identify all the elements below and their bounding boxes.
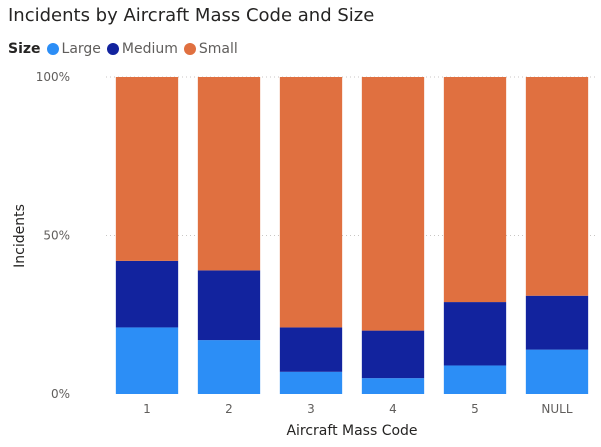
y-axis-ticks: 0% 50% 100% — [36, 70, 70, 401]
legend-title: Size — [8, 41, 41, 57]
x-axis-ticks: 1 2 3 4 5 NULL — [143, 402, 573, 416]
legend-dot-small — [183, 43, 196, 55]
bar-segment-medium-null[interactable] — [525, 295, 589, 350]
bar-segment-small-null[interactable] — [525, 77, 589, 296]
legend-label-medium: Medium — [121, 41, 178, 57]
y-axis-title: Incidents — [12, 204, 28, 268]
legend: Size Large Medium Small — [8, 41, 244, 57]
bar-segment-medium-2[interactable] — [197, 270, 261, 341]
bar-segment-small-3[interactable] — [279, 77, 343, 328]
x-tick-label: 2 — [225, 402, 233, 416]
legend-dot-large — [46, 43, 59, 55]
bar-segment-small-4[interactable] — [361, 77, 425, 331]
bar-segment-large-5[interactable] — [443, 365, 507, 394]
bar-segment-large-null[interactable] — [525, 349, 589, 394]
y-tick-label: 100% — [36, 70, 70, 84]
bar-segment-large-4[interactable] — [361, 378, 425, 394]
x-tick-label: 5 — [471, 402, 479, 416]
gridlines — [106, 76, 598, 236]
legend-item-medium[interactable]: Medium — [106, 41, 178, 57]
legend-dot-medium — [106, 43, 119, 55]
bar-segment-large-1[interactable] — [115, 327, 179, 394]
y-tick-label: 50% — [43, 229, 70, 243]
legend-item-small[interactable]: Small — [183, 41, 238, 57]
bar-segment-small-1[interactable] — [115, 77, 179, 261]
x-tick-label: 3 — [307, 402, 315, 416]
legend-label-large: Large — [61, 41, 101, 57]
x-axis-title: Aircraft Mass Code — [286, 423, 417, 439]
bar-segment-small-5[interactable] — [443, 77, 507, 303]
bar-segment-medium-1[interactable] — [115, 260, 179, 328]
bar-segment-large-2[interactable] — [197, 340, 261, 394]
bar-segment-medium-3[interactable] — [279, 327, 343, 372]
legend-label-small: Small — [198, 41, 238, 57]
legend-item-large[interactable]: Large — [46, 41, 101, 57]
bar-segment-large-3[interactable] — [279, 371, 343, 394]
bars — [115, 77, 589, 394]
bar-segment-medium-5[interactable] — [443, 302, 507, 366]
x-tick-label: 4 — [389, 402, 397, 416]
x-tick-label: 1 — [143, 402, 151, 416]
y-tick-label: 0% — [51, 387, 70, 401]
bar-segment-small-2[interactable] — [197, 77, 261, 271]
bar-segment-medium-4[interactable] — [361, 330, 425, 379]
x-tick-label: NULL — [541, 402, 572, 416]
chart-title: Incidents by Aircraft Mass Code and Size — [8, 5, 375, 26]
